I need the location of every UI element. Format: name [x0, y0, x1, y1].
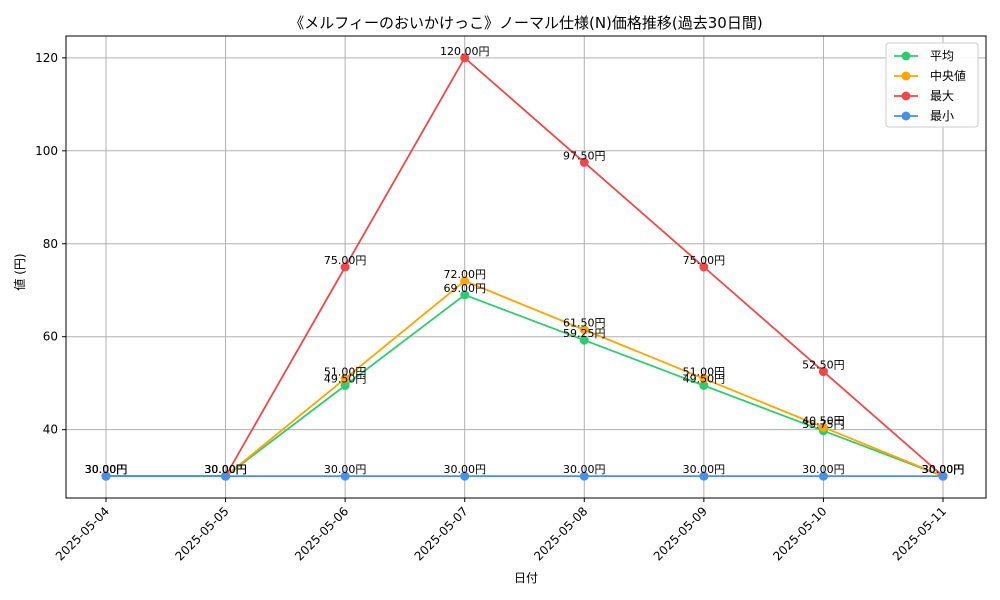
x-tick-label: 2025-05-11	[890, 504, 949, 563]
data-point	[340, 262, 350, 272]
y-tick-label: 40	[43, 423, 58, 437]
data-point	[818, 422, 828, 432]
data-point	[699, 262, 709, 272]
data-label: 30.00円	[85, 463, 128, 476]
data-label: 75.00円	[324, 254, 367, 267]
x-tick-label: 2025-05-09	[651, 504, 710, 563]
legend-label: 最大	[930, 89, 954, 103]
data-label: 40.50円	[802, 414, 845, 427]
data-label: 30.00円	[683, 463, 726, 476]
grid	[66, 36, 986, 498]
data-point	[221, 471, 231, 481]
data-point	[460, 290, 470, 300]
x-axis: 2025-05-04 2025-05-05 2025-05-06 2025-05-07…	[53, 498, 949, 563]
legend-marker	[901, 51, 911, 61]
data-label: 30.00円	[922, 463, 965, 476]
data-point	[818, 471, 828, 481]
data-label: 30.00円	[85, 463, 128, 476]
data-label: 120.00円	[440, 45, 490, 58]
legend-marker	[901, 91, 911, 101]
data-label: 49.50円	[324, 373, 367, 386]
data-label: 30.00円	[204, 463, 247, 476]
data-label: 30.00円	[85, 463, 128, 476]
series-line	[106, 56, 944, 478]
data-point	[579, 325, 589, 335]
data-point	[579, 335, 589, 345]
data-point	[818, 367, 828, 377]
data-label: 49.50円	[683, 373, 726, 386]
y-tick-label: 120	[35, 51, 58, 65]
data-label: 39.75円	[802, 418, 845, 431]
data-point	[340, 374, 350, 384]
series-line	[106, 293, 944, 478]
data-label: 69.00円	[443, 282, 486, 295]
legend-marker	[901, 71, 911, 81]
data-point	[579, 471, 589, 481]
data-label: 30.00円	[204, 463, 247, 476]
data-label: 30.00円	[443, 463, 486, 476]
data-label: 61.50円	[563, 317, 606, 330]
y-tick-label: 100	[35, 144, 58, 158]
x-tick-label: 2025-05-07	[412, 504, 471, 563]
legend-label: 最小	[930, 109, 954, 123]
data-label: 97.50円	[563, 149, 606, 162]
y-tick-label: 60	[43, 330, 58, 344]
y-axis-label: 値 (円)	[12, 253, 27, 290]
data-label: 30.00円	[802, 463, 845, 476]
data-label: 30.00円	[922, 463, 965, 476]
data-point	[340, 471, 350, 481]
chart-title: 《メルフィーのおいかけっこ》ノーマル仕様(N)価格推移(過去30日間)	[289, 14, 762, 32]
data-label: 30.00円	[563, 463, 606, 476]
data-label: 30.00円	[922, 463, 965, 476]
y-axis: 40 60 80 100 120	[35, 51, 66, 437]
data-point	[699, 374, 709, 384]
data-label: 72.00円	[443, 268, 486, 281]
legend-label: 中央値	[930, 68, 966, 83]
data-label: 51.00円	[324, 366, 367, 379]
plot-frame	[65, 35, 987, 499]
data-label: 30.00円	[204, 463, 247, 476]
data-point	[699, 381, 709, 391]
series-line	[106, 279, 944, 478]
data-label: 51.00円	[683, 366, 726, 379]
data-point	[460, 276, 470, 286]
data-point	[340, 381, 350, 391]
x-tick-label: 2025-05-06	[292, 504, 351, 563]
data-labels: 30.00円 30.00円 49.50円 69.00円 59.25円 49.50円 39.7…	[85, 45, 965, 476]
x-tick-label: 2025-05-08	[531, 504, 590, 563]
data-label: 30.00円	[85, 463, 128, 476]
x-tick-label: 2025-05-04	[53, 504, 112, 563]
legend-label: 平均	[930, 49, 954, 63]
data-point	[579, 157, 589, 167]
data-point	[699, 471, 709, 481]
data-point	[460, 471, 470, 481]
x-axis-label: 日付	[514, 571, 538, 585]
data-point	[460, 53, 470, 63]
data-label: 30.00円	[204, 463, 247, 476]
x-tick-label: 2025-05-10	[770, 504, 829, 563]
legend-marker	[901, 111, 911, 121]
x-tick-label: 2025-05-05	[172, 504, 231, 563]
data-label: 59.25円	[563, 327, 606, 340]
data-label: 30.00円	[324, 463, 367, 476]
data-label: 30.00円	[922, 463, 965, 476]
y-tick-label: 80	[43, 237, 58, 251]
data-point	[938, 471, 948, 481]
data-point	[101, 471, 111, 481]
series-group	[101, 53, 948, 481]
data-label: 75.00円	[683, 254, 726, 267]
legend-box	[885, 42, 979, 128]
data-label: 52.50円	[802, 359, 845, 372]
